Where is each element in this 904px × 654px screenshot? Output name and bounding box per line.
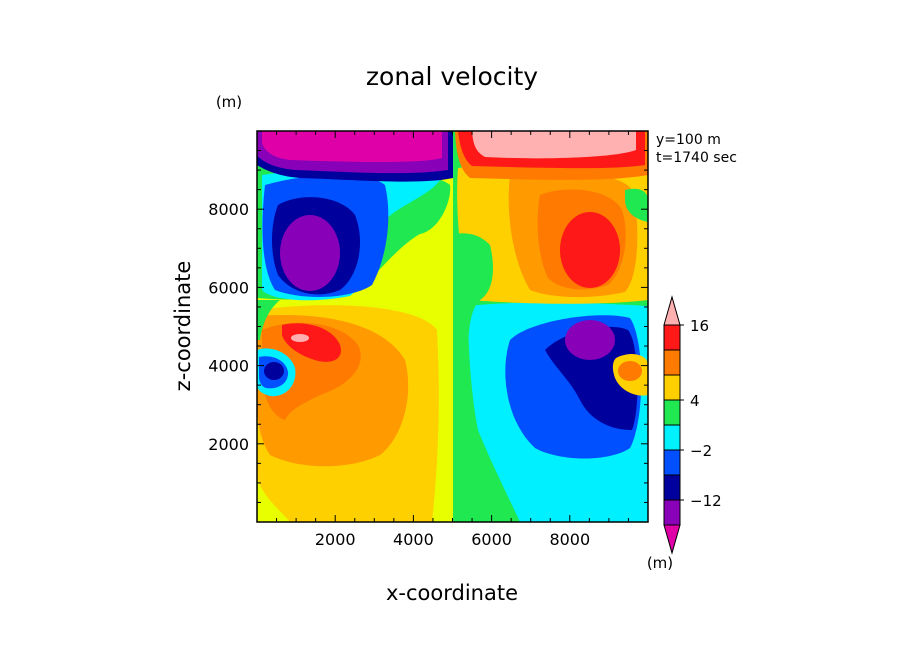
colorbar-unit-label: (m) xyxy=(647,554,673,572)
colorbar-extend-top xyxy=(663,295,681,326)
colorbar-tick-label: 4 xyxy=(690,392,700,410)
region-central-plume-green xyxy=(453,233,520,522)
y-axis-label: z-coordinate xyxy=(171,261,195,392)
y-ticks: 2000 4000 6000 8000 xyxy=(208,130,648,523)
annotation-line-1: y=100 m xyxy=(656,132,721,148)
annotation-line-2: t=1740 sec xyxy=(656,150,737,166)
colorbar: 16 4 −2 −12 xyxy=(663,295,722,555)
region-left-small-navy xyxy=(264,362,284,380)
x-tick-label: 2000 xyxy=(315,530,356,549)
colorbar-tick-label: −12 xyxy=(690,492,722,510)
colorbar-box xyxy=(663,349,681,376)
region-right-green-edge xyxy=(625,188,648,222)
region-right-purple-core xyxy=(565,320,615,360)
colorbar-box xyxy=(663,399,681,426)
region-left-purple-core xyxy=(280,215,340,291)
y-tick-label: 8000 xyxy=(208,200,249,219)
colorbar-box xyxy=(663,424,681,451)
colorbar-tick-label: 16 xyxy=(690,317,709,335)
y-tick-label: 4000 xyxy=(208,357,249,376)
x-ticks: 2000 4000 6000 8000 xyxy=(256,131,649,549)
chart-title: zonal velocity xyxy=(366,62,538,91)
contour-field xyxy=(257,131,648,522)
x-axis-label: x-coordinate xyxy=(386,581,518,605)
region-right-lower-navy xyxy=(545,326,638,430)
region-right-small-orange xyxy=(618,361,642,381)
x-tick-label: 6000 xyxy=(471,530,512,549)
region-left-top-magenta xyxy=(262,131,442,162)
colorbar-box xyxy=(663,449,681,476)
colorbar-box xyxy=(663,499,681,526)
region-right-red-core xyxy=(560,212,620,288)
region-left-green-edge xyxy=(257,300,280,340)
region-left-pink xyxy=(291,334,309,342)
colorbar-box xyxy=(663,474,681,501)
y-unit-label: (m) xyxy=(216,93,242,111)
region-right-top-pink xyxy=(472,131,636,159)
region-left-red xyxy=(282,323,341,362)
colorbar-tick-label: −2 xyxy=(690,442,712,460)
y-tick-label: 2000 xyxy=(208,435,249,454)
colorbar-box xyxy=(663,374,681,401)
x-tick-label: 8000 xyxy=(549,530,590,549)
colorbar-box xyxy=(663,324,681,351)
colorbar-extend-bottom xyxy=(663,524,681,555)
x-tick-label: 4000 xyxy=(393,530,434,549)
y-tick-label: 6000 xyxy=(208,278,249,297)
region-central-plume-yellow xyxy=(420,232,453,522)
